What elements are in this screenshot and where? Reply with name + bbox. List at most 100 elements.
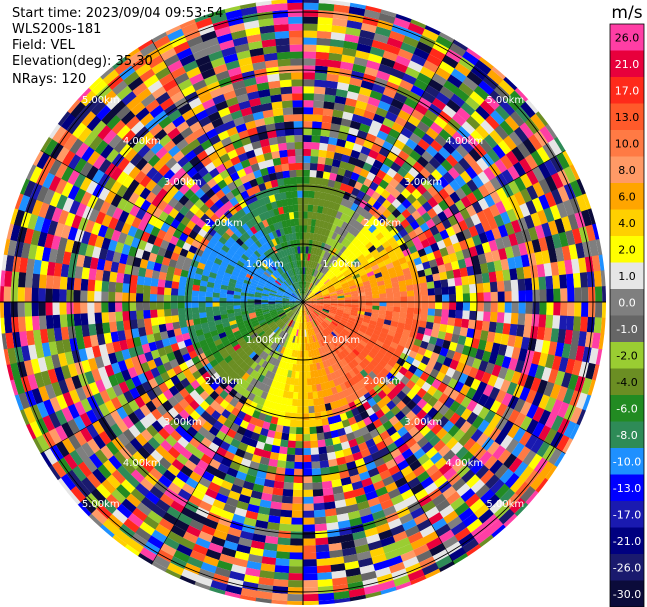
range-gate xyxy=(484,362,495,375)
range-gate xyxy=(484,474,500,490)
range-gate xyxy=(232,383,242,393)
range-gate xyxy=(390,494,405,506)
range-gate xyxy=(339,277,347,284)
range-gate xyxy=(282,425,290,434)
range-gate xyxy=(302,566,318,574)
range-gate xyxy=(302,378,308,386)
range-gate xyxy=(382,87,397,99)
range-gate xyxy=(4,316,13,334)
range-gate xyxy=(156,294,165,302)
range-gate xyxy=(319,234,325,243)
range-gate xyxy=(254,296,262,300)
range-gate xyxy=(195,574,213,587)
range-gate xyxy=(145,191,157,204)
range-gate xyxy=(256,257,264,265)
range-gate xyxy=(226,293,234,299)
range-gate xyxy=(253,371,262,381)
range-gate xyxy=(448,285,456,295)
range-gate xyxy=(582,193,592,211)
range-gate xyxy=(230,564,247,575)
range-gate xyxy=(162,411,174,424)
range-gate xyxy=(428,258,438,269)
range-gate xyxy=(25,423,37,440)
range-gate xyxy=(224,240,233,249)
range-gate xyxy=(302,489,314,497)
range-gate xyxy=(257,463,269,473)
range-gate xyxy=(244,336,253,343)
range-gate xyxy=(246,348,254,357)
range-gate xyxy=(283,293,291,298)
range-gate xyxy=(385,222,396,233)
range-gate xyxy=(416,72,433,86)
range-gate xyxy=(429,47,447,62)
range-gate xyxy=(471,201,484,214)
range-gate xyxy=(106,513,124,530)
range-gate xyxy=(515,106,531,123)
range-gate xyxy=(571,359,583,377)
range-gate xyxy=(319,313,327,319)
range-gate xyxy=(344,299,352,303)
range-gate xyxy=(438,462,453,476)
range-gate xyxy=(309,303,317,307)
range-gate xyxy=(430,139,444,153)
range-gate xyxy=(416,398,428,410)
range-gate xyxy=(324,229,331,238)
range-gate xyxy=(407,531,424,544)
range-gate xyxy=(43,138,59,156)
range-gate xyxy=(482,423,496,438)
range-gate xyxy=(299,350,303,358)
range-gate xyxy=(266,267,274,275)
range-gate xyxy=(294,307,300,314)
range-gate xyxy=(466,518,483,534)
range-gate xyxy=(518,157,533,174)
range-gate xyxy=(483,167,496,182)
range-gate xyxy=(225,367,235,376)
range-gate xyxy=(469,310,477,321)
range-gate xyxy=(343,271,352,278)
range-gate xyxy=(127,366,138,379)
range-gate xyxy=(67,433,82,450)
range-gate xyxy=(213,257,223,266)
range-gate xyxy=(310,321,315,329)
range-gate xyxy=(303,0,320,4)
range-gate xyxy=(271,357,278,366)
range-gate xyxy=(147,233,157,245)
range-gate xyxy=(382,385,392,396)
range-gate xyxy=(218,359,228,368)
range-gate xyxy=(477,406,490,420)
range-gate xyxy=(449,359,459,371)
range-gate xyxy=(212,262,221,270)
range-gate xyxy=(24,301,32,317)
range-gate xyxy=(268,307,277,312)
range-gate xyxy=(443,123,458,137)
range-gate xyxy=(308,405,315,414)
range-gate xyxy=(103,259,113,272)
range-gate xyxy=(484,493,500,510)
range-gate xyxy=(162,180,174,193)
range-gate xyxy=(439,347,449,358)
range-gate xyxy=(143,515,159,530)
range-gate xyxy=(315,383,322,392)
range-gate xyxy=(162,451,176,465)
range-gate xyxy=(94,355,105,369)
range-gate xyxy=(253,274,261,280)
range-gate xyxy=(122,319,132,331)
range-gate xyxy=(291,510,303,518)
range-gate xyxy=(396,426,409,438)
range-gate xyxy=(357,253,366,262)
range-gate xyxy=(218,389,229,400)
range-gate xyxy=(247,304,255,308)
range-gate xyxy=(454,88,470,103)
range-gate xyxy=(312,277,317,284)
range-gate xyxy=(365,267,373,274)
range-gate xyxy=(197,530,214,543)
range-gate xyxy=(538,314,547,328)
range-gate xyxy=(507,409,521,425)
range-gate xyxy=(99,524,115,538)
range-gate xyxy=(546,288,554,303)
range-gate xyxy=(309,304,316,308)
range-gate xyxy=(251,279,259,285)
range-gate xyxy=(194,323,203,331)
range-gate xyxy=(470,65,488,81)
range-gate xyxy=(442,356,453,368)
